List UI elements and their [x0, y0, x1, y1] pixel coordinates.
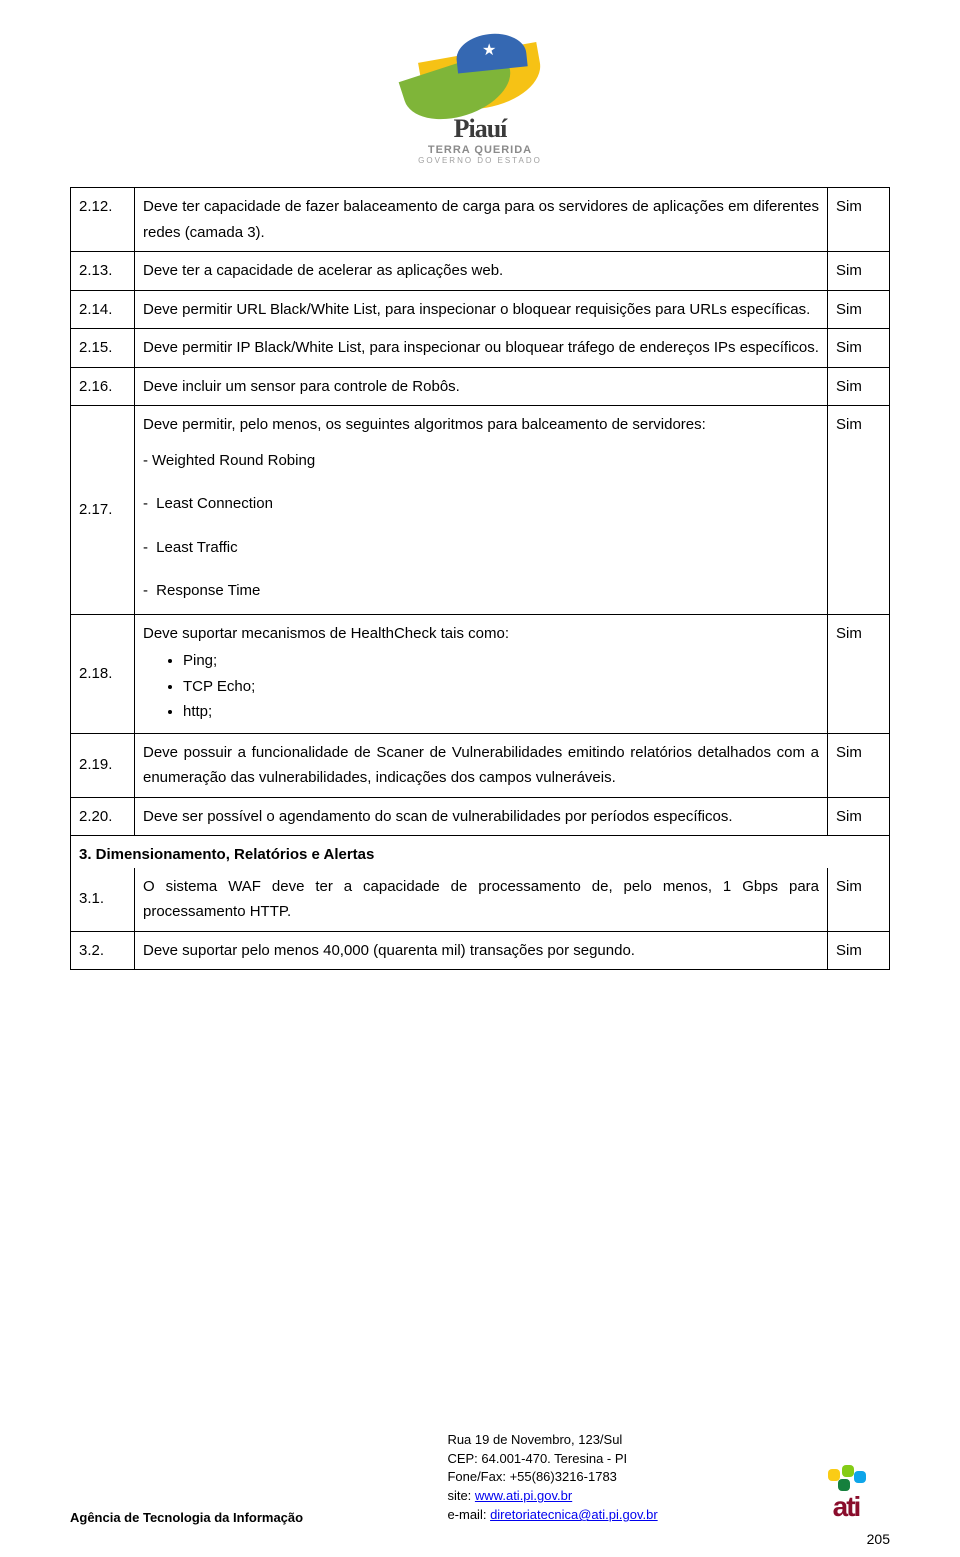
logo-name: Piauí — [400, 114, 560, 144]
requirements-table: 2.12. Deve ter capacidade de fazer balac… — [70, 187, 890, 970]
row-number: 2.12. — [71, 188, 135, 252]
row-desc: Deve suportar pelo menos 40,000 (quarent… — [135, 931, 828, 970]
logo-tagline-1: TERRA QUERIDA — [400, 144, 560, 156]
section-title: 3. Dimensionamento, Relatórios e Alertas — [71, 836, 890, 868]
list-item: TCP Echo; — [183, 674, 819, 700]
list-item: Least Traffic — [143, 535, 819, 561]
row-desc: Deve suportar mecanismos de HealthCheck … — [135, 614, 828, 733]
row-desc: Deve possuir a funcionalidade de Scaner … — [135, 733, 828, 797]
row-sim: Sim — [828, 868, 890, 932]
row-intro: Deve permitir, pelo menos, os seguintes … — [143, 416, 706, 433]
footer-email-line: e-mail: diretoriatecnica@ati.pi.gov.br — [447, 1506, 657, 1525]
table-row: 2.16. Deve incluir um sensor para contro… — [71, 367, 890, 406]
footer-addr2: CEP: 64.001-470. Teresina - PI — [447, 1450, 657, 1469]
table-row: 2.18. Deve suportar mecanismos de Health… — [71, 614, 890, 733]
list-item: Weighted Round Robing — [143, 448, 819, 474]
footer-email-link[interactable]: diretoriatecnica@ati.pi.gov.br — [490, 1507, 658, 1522]
row-number: 3.1. — [71, 868, 135, 932]
ati-logo-text: ati — [833, 1493, 860, 1521]
row-desc: Deve permitir IP Black/White List, para … — [135, 329, 828, 368]
table-row: 2.17. Deve permitir, pelo menos, os segu… — [71, 406, 890, 615]
row-sim: Sim — [828, 931, 890, 970]
row-sim: Sim — [828, 406, 890, 615]
row-number: 3.2. — [71, 931, 135, 970]
row-sim: Sim — [828, 188, 890, 252]
row-number: 2.15. — [71, 329, 135, 368]
table-row: 2.20. Deve ser possível o agendamento do… — [71, 797, 890, 836]
algorithm-list: Weighted Round Robing Least Connection L… — [143, 448, 819, 604]
row-number: 2.16. — [71, 367, 135, 406]
list-item: Ping; — [183, 648, 819, 674]
header-logo: ★ Piauí TERRA QUERIDA GOVERNO DO ESTADO — [70, 28, 890, 167]
row-sim: Sim — [828, 290, 890, 329]
row-desc: Deve permitir URL Black/White List, para… — [135, 290, 828, 329]
footer-agency: Agência de Tecnologia da Informação — [70, 1510, 303, 1525]
document-page: ★ Piauí TERRA QUERIDA GOVERNO DO ESTADO … — [0, 0, 960, 1557]
row-sim: Sim — [828, 252, 890, 291]
row-desc: Deve incluir um sensor para controle de … — [135, 367, 828, 406]
row-number: 2.18. — [71, 614, 135, 733]
footer-site-label: site: — [447, 1488, 474, 1503]
row-desc: Deve permitir, pelo menos, os seguintes … — [135, 406, 828, 615]
ati-logo-icon — [824, 1469, 868, 1493]
logo-tagline-2: GOVERNO DO ESTADO — [400, 156, 560, 165]
page-footer: Agência de Tecnologia da Informação Rua … — [70, 1431, 890, 1525]
list-item: Response Time — [143, 578, 819, 604]
row-desc: Deve ser possível o agendamento do scan … — [135, 797, 828, 836]
list-item: Least Connection — [143, 491, 819, 517]
table-row: 3.2. Deve suportar pelo menos 40,000 (qu… — [71, 931, 890, 970]
footer-contact: Rua 19 de Novembro, 123/Sul CEP: 64.001-… — [447, 1431, 657, 1525]
list-item: http; — [183, 699, 819, 725]
page-number: 205 — [867, 1531, 890, 1547]
row-desc: O sistema WAF deve ter a capacidade de p… — [135, 868, 828, 932]
row-sim: Sim — [828, 614, 890, 733]
row-desc: Deve ter capacidade de fazer balaceament… — [135, 188, 828, 252]
row-intro: Deve suportar mecanismos de HealthCheck … — [143, 625, 509, 642]
footer-addr1: Rua 19 de Novembro, 123/Sul — [447, 1431, 657, 1450]
ati-logo: ati — [802, 1465, 890, 1525]
table-row: 2.13. Deve ter a capacidade de acelerar … — [71, 252, 890, 291]
piaui-logo-mark: ★ Piauí TERRA QUERIDA GOVERNO DO ESTADO — [400, 28, 560, 163]
footer-email-label: e-mail: — [447, 1507, 490, 1522]
table-row: 2.15. Deve permitir IP Black/White List,… — [71, 329, 890, 368]
table-row: 2.14. Deve permitir URL Black/White List… — [71, 290, 890, 329]
footer-site-line: site: www.ati.pi.gov.br — [447, 1487, 657, 1506]
row-number: 2.19. — [71, 733, 135, 797]
table-row: 2.12. Deve ter capacidade de fazer balac… — [71, 188, 890, 252]
footer-site-link[interactable]: www.ati.pi.gov.br — [475, 1488, 572, 1503]
row-number: 2.13. — [71, 252, 135, 291]
row-desc: Deve ter a capacidade de acelerar as apl… — [135, 252, 828, 291]
row-sim: Sim — [828, 367, 890, 406]
logo-star-icon: ★ — [482, 40, 496, 60]
healthcheck-list: Ping; TCP Echo; http; — [143, 648, 819, 725]
row-number: 2.17. — [71, 406, 135, 615]
table-row: 3.1. O sistema WAF deve ter a capacidade… — [71, 868, 890, 932]
footer-phone: Fone/Fax: +55(86)3216-1783 — [447, 1468, 657, 1487]
section-header-row: 3. Dimensionamento, Relatórios e Alertas — [71, 836, 890, 868]
row-number: 2.20. — [71, 797, 135, 836]
row-sim: Sim — [828, 733, 890, 797]
row-sim: Sim — [828, 329, 890, 368]
row-sim: Sim — [828, 797, 890, 836]
table-row: 2.19. Deve possuir a funcionalidade de S… — [71, 733, 890, 797]
row-number: 2.14. — [71, 290, 135, 329]
